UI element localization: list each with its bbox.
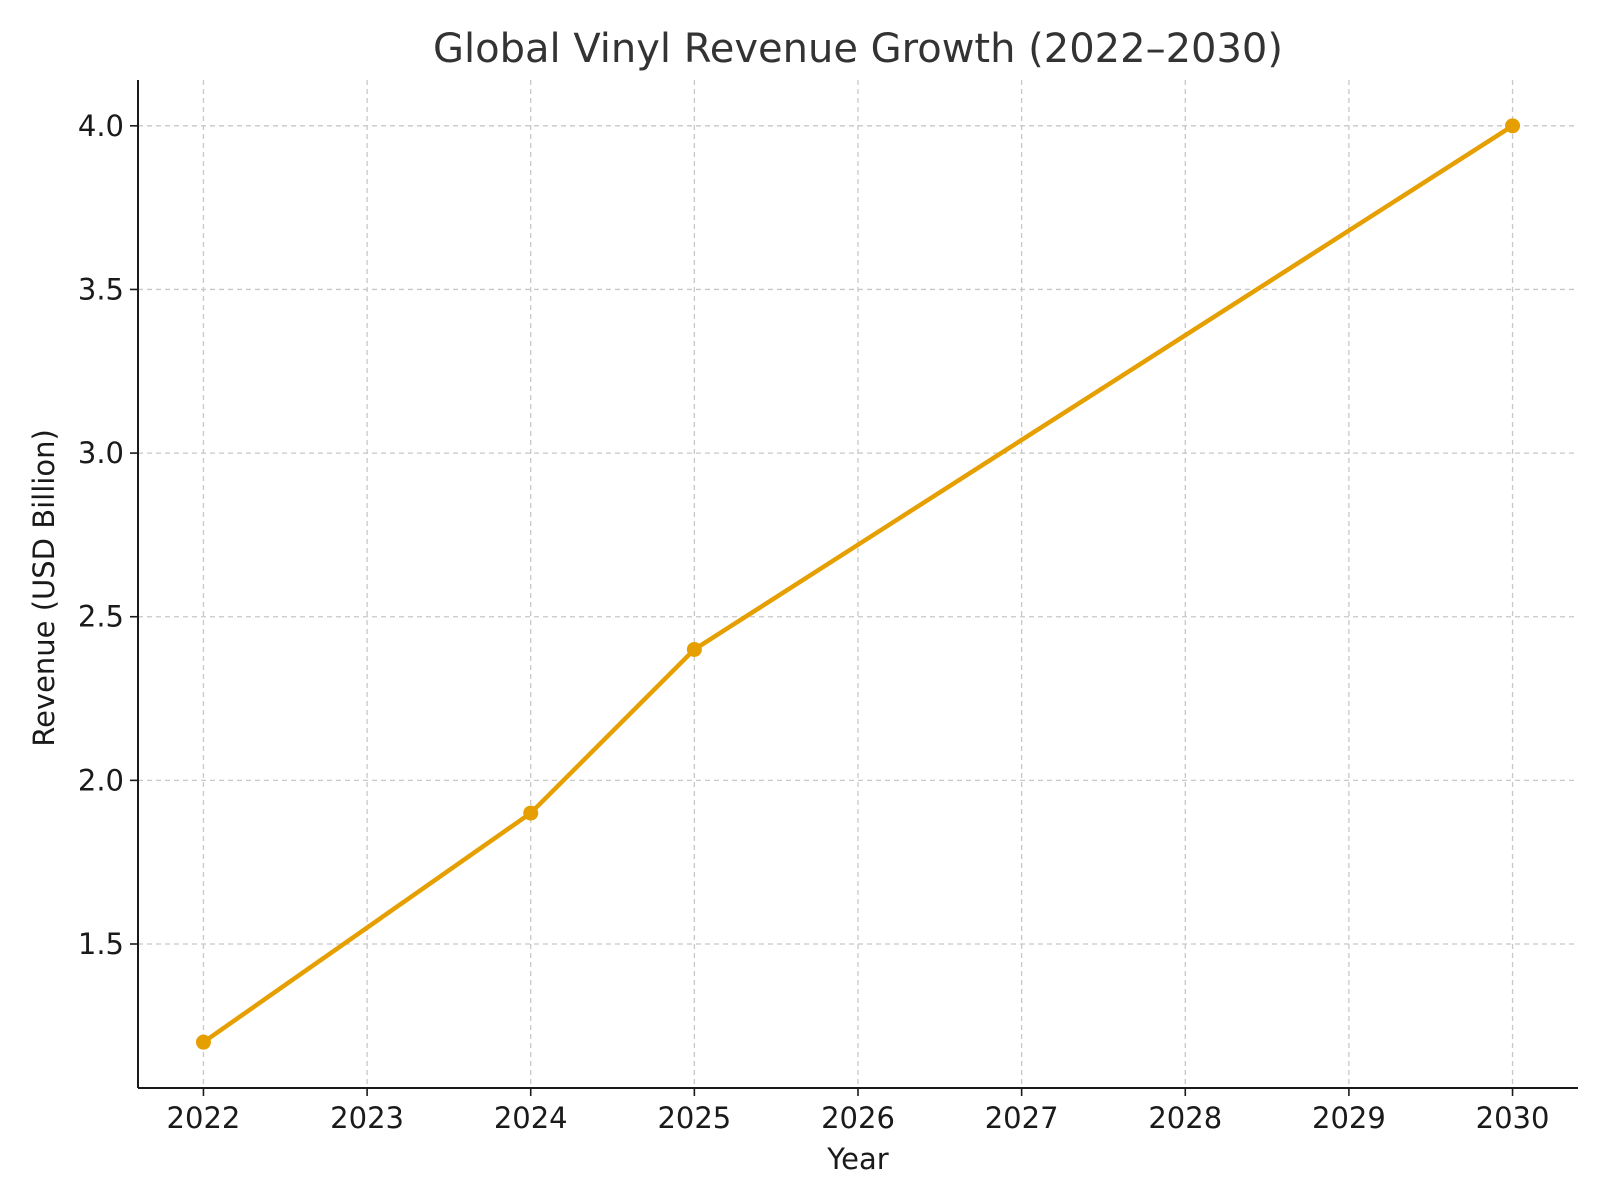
x-tick-label: 2022 [167,1101,241,1135]
x-tick-label: 2030 [1476,1101,1550,1135]
y-tick-label: 3.5 [78,272,124,306]
y-tick-label: 3.0 [78,436,124,470]
chart-title: Global Vinyl Revenue Growth (2022–2030) [433,26,1283,72]
x-tick-label: 2028 [1148,1101,1222,1135]
x-tick-label: 2029 [1312,1101,1386,1135]
x-tick-label: 2026 [821,1101,895,1135]
x-tick-label: 2023 [330,1101,404,1135]
x-axis-label: Year [826,1142,888,1176]
y-axis-label: Revenue (USD Billion) [27,429,61,747]
y-tick-label: 2.5 [78,600,124,634]
tick-labels: 2022 2023 2024 2025 2026 2027 2028 2029 2030 1.5 2… [78,109,1550,1135]
x-tick-label: 2027 [985,1101,1059,1135]
grid-lines [138,80,1578,1088]
y-tick-label: 2.0 [78,763,124,797]
data-point [523,805,539,821]
data-series [195,118,1521,1050]
data-point [686,641,702,657]
axes [130,80,1578,1096]
x-tick-label: 2025 [657,1101,731,1135]
x-tick-label: 2024 [494,1101,568,1135]
data-point [1505,118,1521,134]
series-line [201,123,1515,1045]
data-point [195,1034,211,1050]
y-tick-label: 4.0 [78,109,124,143]
y-tick-label: 1.5 [78,927,124,961]
